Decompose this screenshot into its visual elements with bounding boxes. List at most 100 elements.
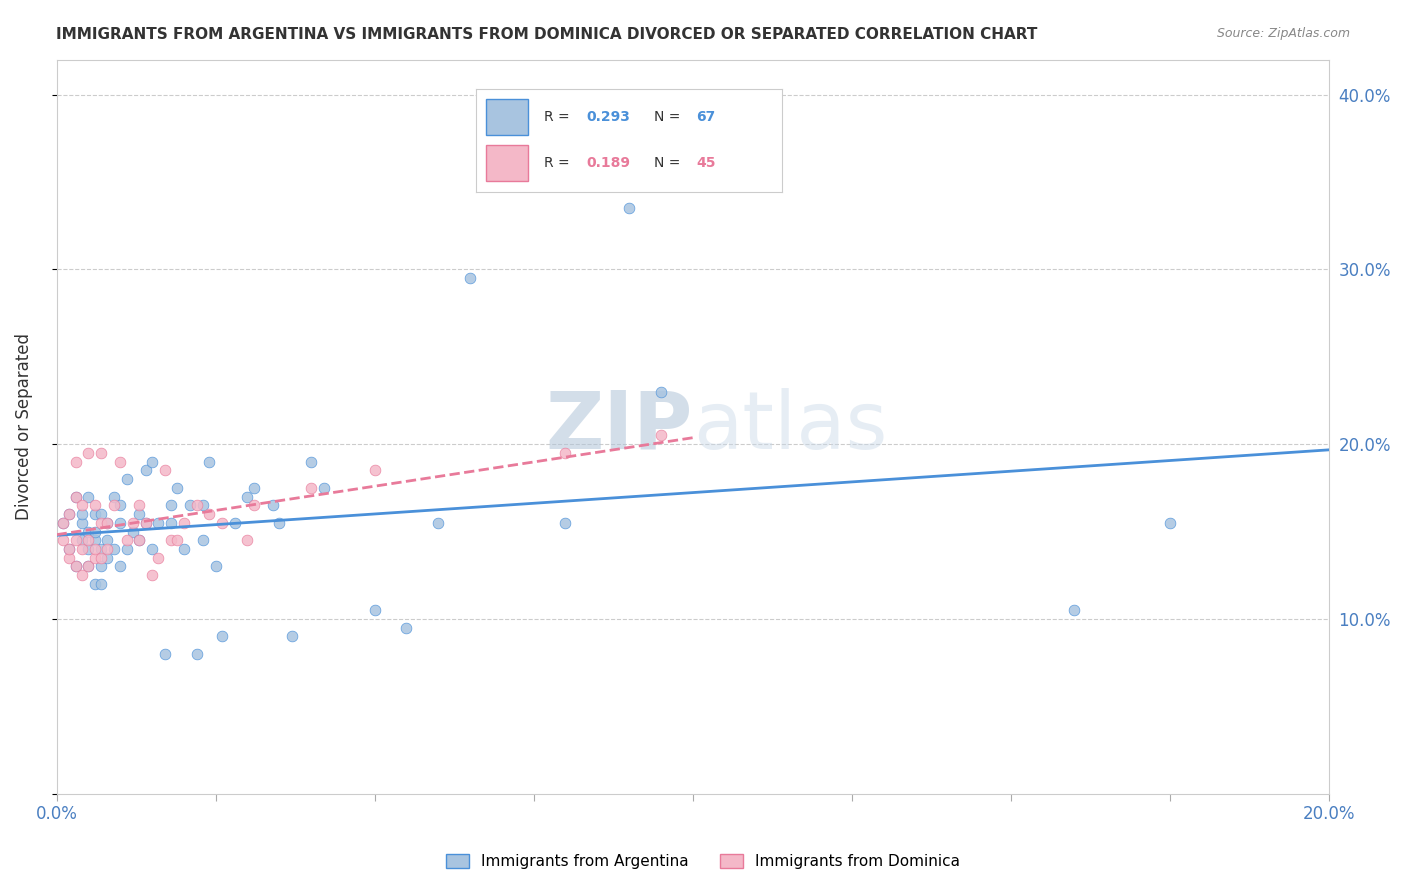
Point xyxy=(128,533,150,548)
Point xyxy=(70,533,93,548)
Text: ZIP: ZIP xyxy=(546,388,693,466)
Point xyxy=(65,454,87,468)
Point xyxy=(173,541,195,556)
Point xyxy=(211,629,233,643)
Point xyxy=(96,516,118,530)
Point xyxy=(650,428,672,442)
Point xyxy=(141,454,163,468)
Point xyxy=(236,490,259,504)
Point xyxy=(173,516,195,530)
Point xyxy=(312,481,335,495)
Point xyxy=(166,481,188,495)
Point xyxy=(204,559,226,574)
Point xyxy=(58,541,80,556)
Point xyxy=(198,454,221,468)
Point xyxy=(90,550,112,565)
Point xyxy=(83,550,105,565)
Point xyxy=(77,559,100,574)
Point xyxy=(96,516,118,530)
Point xyxy=(135,516,157,530)
Point xyxy=(458,271,481,285)
Point xyxy=(243,481,266,495)
Point xyxy=(70,507,93,521)
Point xyxy=(90,541,112,556)
Point xyxy=(58,541,80,556)
Point xyxy=(363,463,385,477)
Point xyxy=(166,533,188,548)
Point xyxy=(135,516,157,530)
Text: IMMIGRANTS FROM ARGENTINA VS IMMIGRANTS FROM DOMINICA DIVORCED OR SEPARATED CORR: IMMIGRANTS FROM ARGENTINA VS IMMIGRANTS … xyxy=(56,27,1038,42)
Point xyxy=(299,454,322,468)
Point xyxy=(77,446,100,460)
Point xyxy=(122,516,145,530)
Y-axis label: Divorced or Separated: Divorced or Separated xyxy=(15,333,32,520)
Point xyxy=(128,507,150,521)
Point xyxy=(58,507,80,521)
Point xyxy=(90,559,112,574)
Point xyxy=(83,507,105,521)
Point xyxy=(90,507,112,521)
Text: atlas: atlas xyxy=(693,388,887,466)
Point xyxy=(160,516,183,530)
Point xyxy=(236,533,259,548)
Point xyxy=(52,533,75,548)
Point xyxy=(198,507,221,521)
Point xyxy=(269,516,291,530)
Point xyxy=(70,498,93,512)
Point xyxy=(186,647,208,661)
Point xyxy=(58,550,80,565)
Point xyxy=(83,541,105,556)
Point xyxy=(103,498,125,512)
Text: Source: ZipAtlas.com: Source: ZipAtlas.com xyxy=(1216,27,1350,40)
Point xyxy=(148,516,170,530)
Point xyxy=(191,498,214,512)
Point xyxy=(554,446,576,460)
Point xyxy=(52,516,75,530)
Point xyxy=(153,647,176,661)
Point xyxy=(128,498,150,512)
Point xyxy=(110,516,132,530)
Point xyxy=(153,463,176,477)
Point xyxy=(65,490,87,504)
Point xyxy=(224,516,246,530)
Point xyxy=(77,541,100,556)
Point xyxy=(83,577,105,591)
Point xyxy=(141,541,163,556)
Point xyxy=(617,201,640,215)
Point xyxy=(65,559,87,574)
Point xyxy=(77,533,100,548)
Point xyxy=(395,621,418,635)
Point xyxy=(65,490,87,504)
Point xyxy=(148,550,170,565)
Point xyxy=(52,516,75,530)
Point xyxy=(115,541,138,556)
Point xyxy=(83,498,105,512)
Point xyxy=(160,498,183,512)
Point xyxy=(128,533,150,548)
Point xyxy=(70,516,93,530)
Point xyxy=(363,603,385,617)
Point xyxy=(1159,516,1181,530)
Point xyxy=(243,498,266,512)
Point xyxy=(135,463,157,477)
Point xyxy=(77,490,100,504)
Point xyxy=(191,533,214,548)
Point xyxy=(110,454,132,468)
Point xyxy=(1063,603,1085,617)
Point xyxy=(160,533,183,548)
Point xyxy=(299,481,322,495)
Point xyxy=(77,559,100,574)
Point xyxy=(122,524,145,539)
Point xyxy=(281,629,304,643)
Point xyxy=(83,524,105,539)
Point xyxy=(90,577,112,591)
Point xyxy=(115,472,138,486)
Point xyxy=(70,541,93,556)
Point xyxy=(211,516,233,530)
Point xyxy=(554,516,576,530)
Legend: Immigrants from Argentina, Immigrants from Dominica: Immigrants from Argentina, Immigrants fr… xyxy=(440,848,966,875)
Point xyxy=(96,550,118,565)
Point xyxy=(141,568,163,582)
Point xyxy=(110,498,132,512)
Point xyxy=(110,559,132,574)
